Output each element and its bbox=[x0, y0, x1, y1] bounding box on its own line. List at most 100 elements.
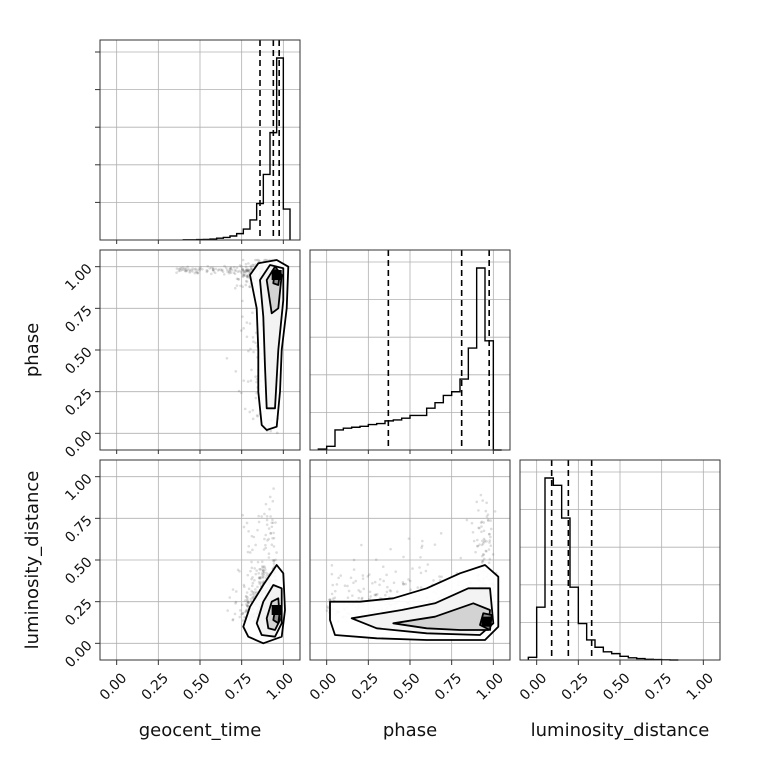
scatter-point bbox=[193, 268, 197, 271]
scatter-point bbox=[245, 610, 248, 613]
scatter-point bbox=[246, 605, 250, 608]
scatter-point bbox=[272, 531, 275, 535]
scatter-point bbox=[254, 258, 257, 262]
scatter-point bbox=[241, 268, 244, 271]
scatter-point bbox=[229, 266, 233, 269]
scatter-point bbox=[487, 532, 491, 536]
scatter-point bbox=[389, 547, 392, 551]
scatter-point bbox=[271, 518, 274, 522]
scatter-point bbox=[246, 596, 249, 599]
scatter-point bbox=[240, 612, 243, 616]
scatter-point bbox=[196, 271, 200, 275]
scatter-point bbox=[260, 515, 263, 518]
scatter-point bbox=[216, 269, 220, 272]
scatter-point bbox=[360, 597, 364, 601]
scatter-point bbox=[482, 529, 486, 533]
scatter-point bbox=[420, 544, 424, 548]
scatter-point bbox=[246, 275, 249, 279]
scatter-point bbox=[331, 583, 335, 587]
scatter-point bbox=[481, 553, 485, 556]
scatter-point bbox=[401, 581, 405, 584]
scatter-point bbox=[246, 269, 250, 273]
scatter-point bbox=[373, 593, 377, 597]
scatter-point bbox=[264, 568, 267, 571]
scatter-point bbox=[489, 544, 493, 548]
scatter-point bbox=[223, 273, 226, 276]
scatter-point bbox=[231, 618, 235, 622]
scatter-point bbox=[246, 604, 249, 608]
scatter-point bbox=[253, 591, 256, 594]
scatter-point bbox=[407, 537, 411, 540]
scatter-point bbox=[199, 265, 202, 269]
scatter-point bbox=[257, 580, 261, 584]
scatter-point bbox=[241, 258, 245, 262]
scatter-point bbox=[226, 609, 229, 612]
scatter-point bbox=[271, 499, 275, 503]
x-tick-label: 0.25 bbox=[139, 670, 172, 703]
scatter-point bbox=[265, 523, 269, 526]
scatter-point bbox=[248, 322, 252, 325]
scatter-point bbox=[255, 590, 259, 594]
scatter-point bbox=[386, 585, 389, 589]
scatter-point bbox=[275, 551, 278, 554]
scatter-point bbox=[484, 509, 488, 513]
scatter-point bbox=[195, 270, 199, 274]
scatter-point bbox=[331, 597, 335, 600]
scatter-point bbox=[260, 573, 264, 576]
scatter-point bbox=[272, 559, 276, 562]
y-tick-label: 0.75 bbox=[62, 303, 95, 336]
scatter-point bbox=[230, 268, 234, 272]
scatter-point bbox=[245, 335, 249, 339]
scatter-point bbox=[407, 578, 410, 581]
scatter-point bbox=[259, 576, 262, 579]
scatter-point bbox=[183, 267, 186, 270]
scatter-point bbox=[233, 286, 237, 290]
scatter-point bbox=[243, 274, 247, 277]
scatter-point bbox=[253, 579, 256, 582]
scatter-point bbox=[352, 558, 356, 562]
scatter-point bbox=[236, 568, 240, 572]
scatter-point bbox=[213, 271, 217, 275]
scatter-point bbox=[269, 429, 272, 433]
scatter-point bbox=[351, 594, 354, 597]
scatter-point bbox=[246, 573, 250, 577]
scatter-point bbox=[478, 526, 481, 530]
x-tick-label: 0.50 bbox=[390, 670, 423, 703]
scatter-point bbox=[480, 520, 484, 524]
scatter-point bbox=[248, 269, 251, 273]
scatter-point bbox=[246, 269, 250, 273]
scatter-point bbox=[330, 564, 334, 567]
scatter-point bbox=[182, 268, 185, 272]
scatter-point bbox=[262, 565, 266, 568]
scatter-point bbox=[249, 569, 252, 573]
scatter-point bbox=[269, 515, 272, 518]
scatter-point bbox=[374, 593, 377, 596]
scatter-point bbox=[420, 546, 423, 549]
scatter-point bbox=[205, 270, 209, 274]
scatter-point bbox=[274, 521, 277, 524]
y-tick-label: 1.00 bbox=[62, 261, 95, 294]
scatter-point bbox=[240, 603, 244, 607]
scatter-point bbox=[394, 570, 398, 573]
scatter-point bbox=[175, 271, 178, 274]
scatter-point bbox=[191, 267, 194, 270]
scatter-point bbox=[246, 599, 249, 602]
scatter-point bbox=[185, 269, 189, 273]
scatter-point bbox=[271, 521, 275, 525]
scatter-point bbox=[369, 595, 372, 598]
scatter-point bbox=[242, 273, 246, 276]
scatter-point bbox=[265, 574, 269, 577]
scatter-point bbox=[246, 604, 249, 607]
x-tick-label: 0.75 bbox=[432, 670, 465, 703]
scatter-point bbox=[491, 553, 495, 556]
scatter-point bbox=[482, 540, 486, 544]
scatter-point bbox=[254, 588, 257, 591]
scatter-point bbox=[421, 539, 424, 543]
scatter-point bbox=[252, 535, 256, 539]
scatter-point bbox=[247, 587, 251, 591]
scatter-point bbox=[265, 571, 268, 575]
scatter-point bbox=[260, 560, 264, 564]
scatter-point bbox=[271, 536, 274, 540]
scatter-point bbox=[411, 567, 414, 570]
scatter-point bbox=[231, 618, 235, 621]
